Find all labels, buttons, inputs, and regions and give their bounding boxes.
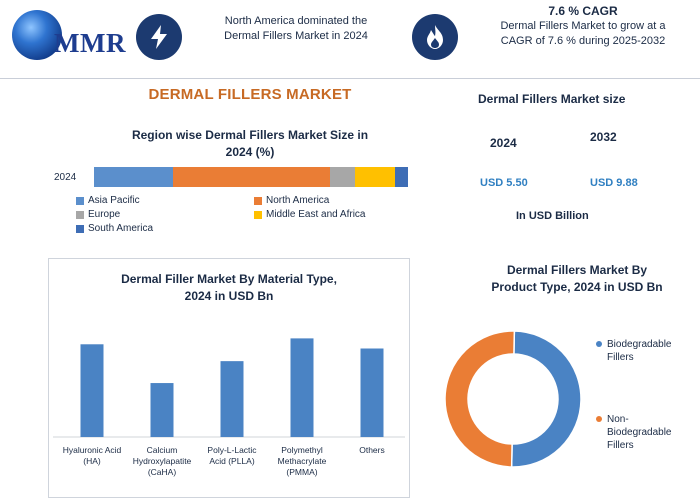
market-size-year-2032: 2032 [590,130,617,144]
cagr-block: 7.6 % CAGR Dermal Fillers Market to grow… [470,4,696,49]
region-chart-title: Region wise Dermal Fillers Market Size i… [100,127,400,161]
legend-middle-east-africa: Middle East and Africa [254,209,366,220]
donut-legend-non-biodegradable: Non- Biodegradable Fillers [596,413,672,452]
donut-legend-label-line: Fillers [607,352,634,363]
legend-dot [596,416,602,422]
legend-north-america: North America [254,195,329,206]
material-category-label: Polymethyl [281,445,323,455]
material-category-label: (HA) [83,456,101,466]
donut-legend-label-line: Biodegradable [607,339,672,350]
globe-icon [12,10,62,60]
market-size-year-2024: 2024 [490,136,517,150]
region-segment-south-america [395,167,408,187]
material-chart-panel: Dermal Filler Market By Material Type, 2… [48,258,410,498]
cagr-line1: Dermal Fillers Market to grow at a [500,20,666,32]
lightning-bolt-icon [136,14,182,60]
header-dominance-line1: North America dominated the [224,15,368,27]
legend-label: Middle East and Africa [266,209,366,220]
material-category-label: Calcium [147,445,178,455]
material-bar [220,361,244,437]
material-category-label: Hyaluronic Acid [63,445,122,455]
logo-text: MMR [54,28,126,58]
legend-swatch [254,196,262,205]
market-size-unit: In USD Billion [516,210,589,222]
region-chart-title-line1: Region wise Dermal Fillers Market Size i… [131,128,369,142]
material-category-label: Poly-L-Lactic [207,445,257,455]
material-category-label: Methacrylate [278,456,327,466]
material-bar [360,348,384,437]
legend-europe: Europe [76,209,120,220]
product-chart-title-line2: Product Type, 2024 in USD Bn [491,280,663,294]
material-bar [290,338,314,437]
cagr-line2: CAGR of 7.6 % during 2025-2032 [500,35,666,47]
region-segment-europe [329,167,355,187]
flame-icon [412,14,458,60]
material-category-label: Others [359,445,385,455]
market-size-title: Dermal Fillers Market size [478,92,626,106]
legend-label: Europe [88,209,121,220]
material-bar [80,344,104,437]
donut-legend-label-line: Biodegradable [607,427,672,438]
legend-swatch [254,210,262,219]
page-title: DERMAL FILLERS MARKET [148,86,352,103]
legend-label: North America [266,195,330,206]
legend-south-america: South America [76,223,153,234]
material-bar [150,383,174,437]
header-dominance-text: North America dominated the Dermal Fille… [196,14,396,44]
legend-label: South America [88,223,154,234]
material-category-label: Hydroxylapatite [133,456,192,466]
material-chart-title: Dermal Filler Market By Material Type, 2… [79,271,379,305]
donut-legend-label-line: Non- [607,414,629,425]
legend-dot [596,341,602,347]
region-year-label: 2024 [54,172,77,183]
material-chart-title-line1: Dermal Filler Market By Material Type, [121,272,337,286]
material-category-label: (CaHA) [148,467,177,477]
header-divider [0,78,700,79]
donut-legend-label-line: Fillers [607,440,634,451]
header-dominance-line2: Dermal Fillers Market in 2024 [224,30,368,42]
material-category-label: (PMMA) [286,467,317,477]
legend-swatch [76,196,84,205]
cagr-title: 7.6 % CAGR [548,4,618,18]
region-segment-middle-east-and-africa [354,167,396,187]
material-category-label: Acid (PLLA) [209,456,255,466]
legend-label: Asia Pacific [88,195,140,206]
region-segment-north-america [172,167,330,187]
region-stacked-bar [94,167,408,187]
donut-legend-biodegradable: Biodegradable Fillers [596,338,672,364]
market-size-value-2024: USD 5.50 [480,177,528,189]
legend-swatch [76,224,84,233]
mmr-logo: MMR [8,6,126,70]
donut-slice-biodegradable [510,330,582,468]
market-size-value-2032: USD 9.88 [590,177,638,189]
material-bar-chart: Hyaluronic Acid(HA) CalciumHydroxylapatit… [53,338,405,477]
region-segment-asia-pacific [94,167,173,187]
donut-slice-non-biodegradable [444,330,516,468]
product-donut-chart [444,330,582,468]
product-chart-title-line1: Dermal Fillers Market By [506,263,648,277]
legend-swatch [76,210,84,219]
material-chart-title-line2: 2024 in USD Bn [184,289,274,303]
legend-asia-pacific: Asia Pacific [76,195,140,206]
region-chart-title-line2: 2024 (%) [225,145,275,159]
product-chart-title: Dermal Fillers Market By Product Type, 2… [468,262,686,296]
